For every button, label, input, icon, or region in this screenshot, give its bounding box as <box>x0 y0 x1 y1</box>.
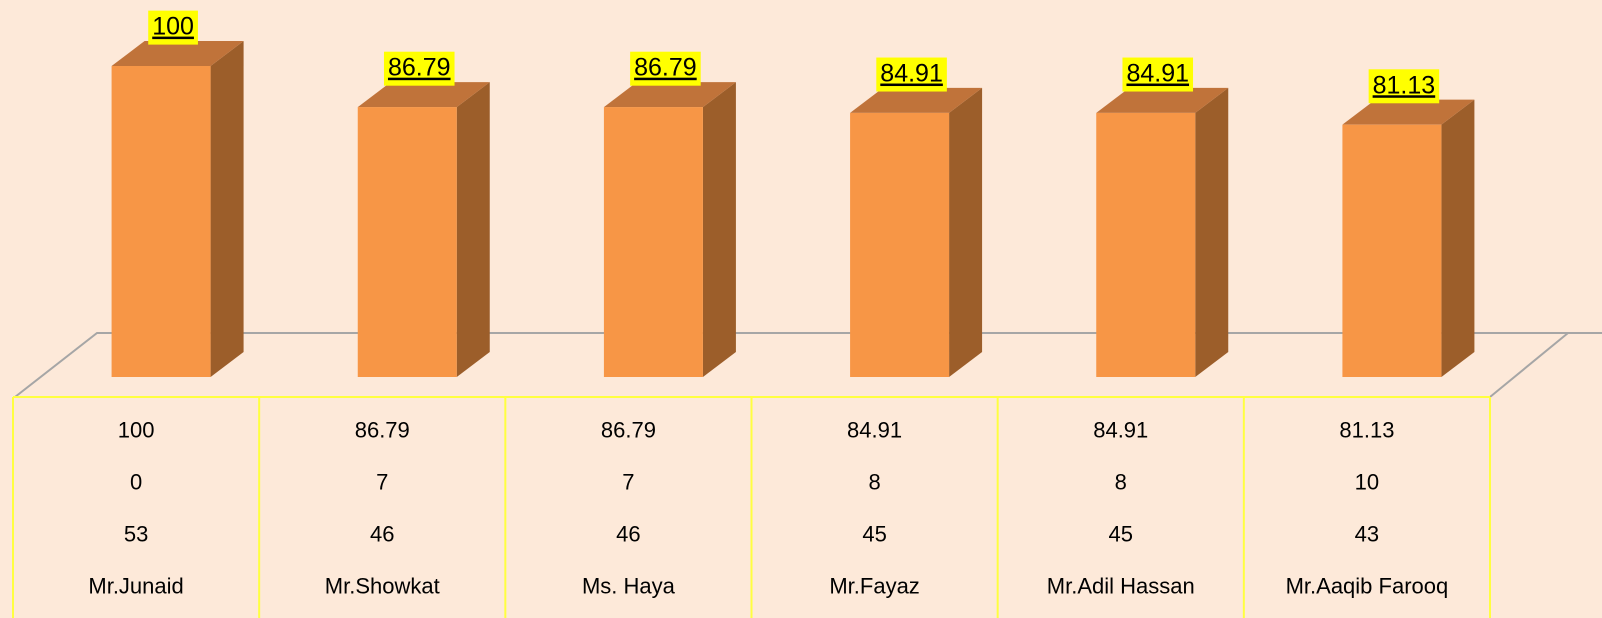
table-cell: 43 <box>1355 522 1379 547</box>
table-cell: 0 <box>130 470 142 495</box>
data-label-group: 100 <box>148 10 198 45</box>
bar <box>850 112 950 377</box>
bar-top <box>111 41 244 66</box>
table-cell: 46 <box>370 522 394 547</box>
data-label-group: 84.91 <box>876 57 947 92</box>
floor-side <box>1489 332 1569 398</box>
table-value: 81.13 <box>1339 418 1394 443</box>
data-label: 84.91 <box>880 60 943 88</box>
data-label-group: 84.91 <box>1122 57 1194 92</box>
data-label-bg <box>1122 57 1194 92</box>
x-tick-label: Mr.Adil Hassan <box>1047 574 1195 599</box>
bar <box>1342 124 1442 377</box>
bar <box>111 66 211 377</box>
data-label-bg <box>876 57 947 92</box>
table-value: 86.79 <box>355 418 410 443</box>
bar-side <box>949 87 983 377</box>
data-label: 86.79 <box>634 54 697 82</box>
x-tick-label: Mr.Showkat <box>325 574 440 599</box>
data-label-bg <box>1368 69 1440 104</box>
bar-top <box>1342 99 1475 125</box>
table-cell: 7 <box>622 470 634 495</box>
table-cell: 8 <box>868 470 880 495</box>
x-tick-label: Ms. Haya <box>582 574 676 599</box>
table-cell: 45 <box>1109 522 1133 547</box>
data-label: 86.79 <box>388 54 451 82</box>
bar-side <box>210 41 244 377</box>
table-value: 86.79 <box>601 418 656 443</box>
bar-top <box>603 82 736 108</box>
data-label: 100 <box>152 13 194 41</box>
data-label-bg <box>630 51 701 86</box>
bar <box>603 107 703 377</box>
data-label-bg <box>383 51 455 86</box>
bar-top <box>1096 87 1229 113</box>
x-tick-label: Mr.Junaid <box>88 574 183 599</box>
table-cell: 8 <box>1115 470 1127 495</box>
bar-side <box>456 82 490 377</box>
data-label: 84.91 <box>1126 60 1189 88</box>
table-value: 84.91 <box>847 418 902 443</box>
table-value: 84.91 <box>1093 418 1148 443</box>
data-label-group: 86.79 <box>383 51 455 86</box>
table-cell: 10 <box>1355 470 1379 495</box>
floor-back <box>14 332 1602 398</box>
bar-top <box>357 82 490 108</box>
bar <box>1096 112 1196 377</box>
bar-top <box>850 87 983 113</box>
x-tick-label: Mr.Aaqib Farooq <box>1286 574 1449 599</box>
table-value: 100 <box>118 418 155 443</box>
data-label-group: 81.13 <box>1368 69 1440 104</box>
x-tick-label: Mr.Fayaz <box>829 574 919 599</box>
bar <box>357 107 457 377</box>
table-cell: 45 <box>862 522 886 547</box>
table-cell: 46 <box>616 522 640 547</box>
table-cell: 7 <box>376 470 388 495</box>
bar-side <box>1441 99 1475 377</box>
data-label: 81.13 <box>1373 71 1436 99</box>
bar-side <box>702 82 736 377</box>
data-label-group: 86.79 <box>630 51 701 86</box>
table-cell: 53 <box>124 522 148 547</box>
data-label-bg <box>148 10 198 45</box>
bar-side <box>1195 87 1229 377</box>
